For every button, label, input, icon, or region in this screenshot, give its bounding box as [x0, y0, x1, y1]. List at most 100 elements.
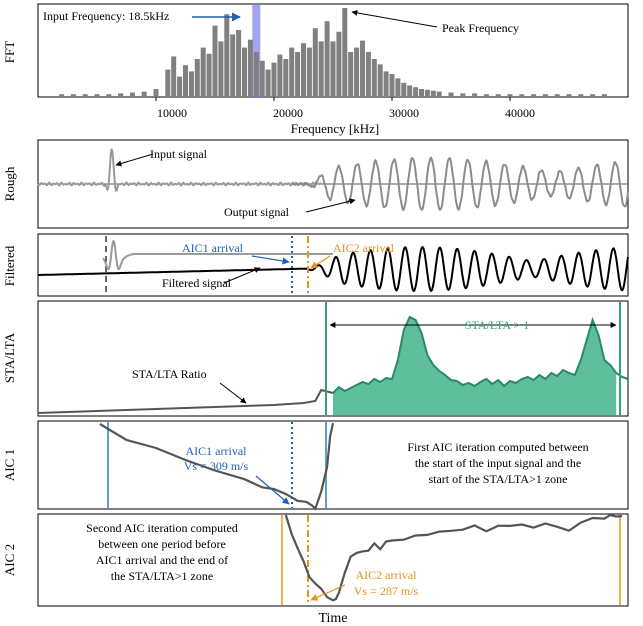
fft-bar	[312, 28, 318, 97]
aic1-panel: AIC 1 AIC1 arrival Vs = 309 m/s First AI…	[2, 420, 629, 511]
aic1-curve	[99, 422, 335, 511]
aic1-note-line-1: First AIC iteration computed between	[407, 440, 588, 454]
fft-bar	[354, 47, 360, 96]
fft-bar	[377, 64, 383, 96]
fft-bar	[141, 91, 147, 96]
aic1-note-line-3: start of the STA/LTA>1 zone	[428, 472, 567, 486]
fft-bar	[342, 8, 348, 96]
fft-bar	[590, 94, 596, 96]
fft-bar	[271, 62, 277, 96]
filtered-input-line	[102, 240, 333, 271]
fft-bar	[295, 52, 301, 96]
fft-bar	[483, 94, 489, 96]
aic1-vs-label: Vs = 309 m/s	[184, 459, 249, 473]
stalta-ratio-label: STA/LTA Ratio	[132, 367, 207, 381]
aic2-frame	[37, 513, 629, 607]
fft-bar	[383, 71, 389, 96]
aic2-panel: AIC 2 Second AIC iteration computed betw…	[2, 513, 629, 626]
tick-label-10000: 10000	[157, 106, 187, 120]
stalta-fill-area	[333, 317, 617, 415]
stalta-ratio-arrow	[219, 382, 247, 404]
fft-bar	[324, 21, 330, 97]
fft-bar	[230, 34, 236, 96]
fft-bar	[82, 94, 88, 96]
stalta-panel: STA/LTA > 1 STA/LTA STA/LTA Ratio	[2, 300, 629, 417]
fft-bar	[542, 94, 548, 96]
fft-ticks	[155, 97, 511, 101]
fft-frame	[37, 3, 629, 98]
tick-label-30000: 30000	[389, 106, 419, 120]
fft-bar	[171, 56, 177, 96]
fft-xlabel: Frequency [kHz]	[291, 121, 379, 136]
peak-frequency-arrow	[351, 9, 438, 28]
fft-bar	[401, 82, 407, 96]
stalta-frame	[37, 300, 629, 417]
aic1-note-line-2: the start of the input signal and the	[415, 456, 581, 470]
input-signal-label: Input signal	[150, 147, 208, 161]
fft-bar	[360, 40, 365, 96]
filtered-signal-label: Filtered signal	[162, 276, 232, 290]
fft-bars	[59, 8, 607, 97]
aic2-note-line-3: AIC1 arrival and the end of	[96, 553, 228, 567]
time-xlabel: Time	[318, 611, 347, 626]
fft-bar	[601, 94, 607, 96]
fft-bar	[472, 93, 478, 96]
input-signal-arrow	[115, 153, 154, 167]
fft-bar	[436, 91, 442, 96]
fft-bar	[253, 52, 259, 96]
peak-frequency-label: Peak Frequency	[442, 21, 519, 35]
fft-bar	[318, 41, 324, 96]
fft-bar	[430, 90, 436, 96]
fft-bar	[413, 87, 419, 96]
aic1-ylabel: AIC 1	[2, 449, 17, 481]
fft-bar	[566, 94, 572, 96]
filtered-panel: Filtered AIC1 arrival AIC2 arrival Filte…	[2, 233, 629, 297]
fft-bar	[289, 47, 295, 96]
fft-bar	[519, 94, 525, 96]
fft-panel: FFT Input Frequency: 18.5kHz Peak Freque…	[2, 3, 629, 136]
fft-bar	[578, 94, 584, 96]
fft-ylabel: FFT	[2, 41, 17, 63]
fft-bar	[247, 39, 253, 96]
filtered-ylabel: Filtered	[2, 245, 17, 286]
fft-bar	[153, 89, 159, 96]
aic2-curve	[284, 513, 623, 602]
fft-bar	[495, 94, 501, 96]
aic2-ylabel: AIC 2	[2, 544, 17, 576]
tick-label-20000: 20000	[273, 106, 303, 120]
aic2-arrival-arrow	[310, 255, 331, 269]
aic1-frame	[37, 420, 629, 510]
fft-bar	[554, 94, 560, 96]
fft-bar	[106, 94, 112, 96]
aic1-vs-arrow	[255, 475, 290, 505]
aic2-note-line-4: the STA/LTA>1 zone	[111, 569, 213, 583]
filtered-signal-arrow	[223, 267, 261, 284]
rough-ylabel: Rough	[2, 166, 17, 201]
input-frequency-band	[252, 4, 261, 97]
aic2-note-line-2: between one period before	[98, 537, 226, 551]
fft-bar	[301, 43, 306, 96]
fft-bar	[424, 89, 430, 96]
fft-bar	[242, 47, 247, 96]
aic2-vs-label: Vs = 287 m/s	[354, 584, 419, 598]
fft-bar	[70, 94, 76, 96]
fft-bar	[330, 41, 336, 96]
fft-bar	[206, 53, 212, 96]
fft-bar	[265, 69, 271, 96]
fft-bar	[448, 92, 454, 96]
fft-bar	[283, 59, 289, 96]
fft-bar	[236, 30, 242, 96]
fft-bar	[277, 54, 283, 96]
tick-label-40000: 40000	[505, 106, 535, 120]
stalta-gt1-label: STA/LTA > 1	[465, 318, 529, 332]
aic2-vs-arrow	[310, 584, 346, 601]
fft-bar	[129, 92, 135, 96]
aic1-arrival-annotation: AIC1 arrival	[186, 444, 248, 458]
fft-bar	[183, 65, 188, 96]
fft-bar	[407, 85, 413, 96]
fft-bar	[395, 78, 401, 96]
aic1-arrival-label: AIC1 arrival	[182, 241, 244, 255]
filtered-signal-line	[38, 245, 629, 293]
fft-bar	[194, 59, 200, 96]
fft-bar	[200, 47, 206, 96]
